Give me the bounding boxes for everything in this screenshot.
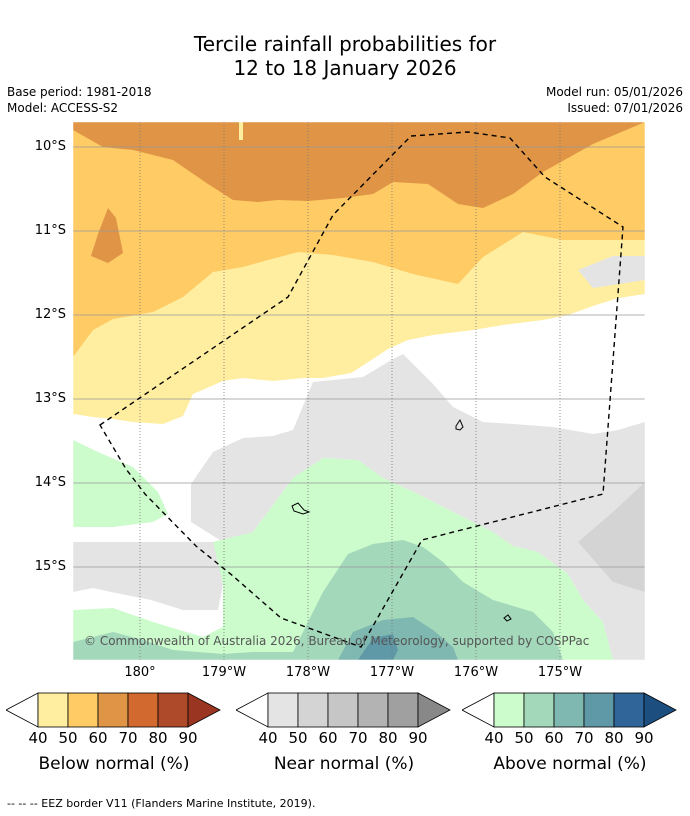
colorbar-above-tick-50: 50	[514, 729, 534, 747]
colorbar-near-cell-70	[357, 692, 389, 728]
above-50-region	[73, 540, 563, 660]
colorbar-above-min-arrow	[462, 692, 495, 728]
colorbar-above-max-arrow	[643, 692, 677, 728]
colorbar-below-tick-50: 50	[58, 729, 78, 747]
probability-map	[73, 122, 645, 660]
colorbar-below-tick-70: 70	[118, 729, 138, 747]
lon-label-177w: 177°W	[369, 665, 415, 680]
colorbar-near-tick-60: 60	[318, 729, 338, 747]
colorbar-above-tick-80: 80	[604, 729, 624, 747]
issued-date: Issued: 07/01/2026	[567, 101, 683, 115]
above-40-region-west	[73, 440, 168, 527]
lat-label-11s: 11°S	[34, 223, 66, 238]
colorbar-near-tick-50: 50	[288, 729, 308, 747]
colorbar-near-cell-60	[327, 692, 359, 728]
colorbar-below-cell-50	[67, 692, 99, 728]
lat-label-15s: 15°S	[34, 559, 66, 574]
colorbar-below-label: Below normal (%)	[38, 754, 190, 774]
lon-label-179w: 179°W	[201, 665, 247, 680]
lon-label-176w: 176°W	[453, 665, 499, 680]
colorbar-below-tick-40: 40	[28, 729, 48, 747]
colorbar-above-tick-90: 90	[634, 729, 654, 747]
colorbar-near-tick-70: 70	[348, 729, 368, 747]
colorbar-below-cell-40	[37, 692, 69, 728]
colorbar-above-cell-80	[613, 692, 645, 728]
eez-footnote: -- -- -- EEZ border V11 (Flanders Marine…	[7, 797, 316, 810]
below-40-streak	[239, 122, 243, 140]
colorbar-above-label: Above normal (%)	[493, 754, 647, 774]
base-period: Base period: 1981-2018	[7, 85, 152, 99]
island-south	[503, 614, 512, 622]
colorbar-above-cell-70	[583, 692, 615, 728]
colorbar-below	[6, 692, 221, 728]
colorbar-near-max-arrow	[417, 692, 451, 728]
colorbar-near-tick-80: 80	[378, 729, 398, 747]
above-70-region	[358, 634, 398, 660]
title-line-2: 12 to 18 January 2026	[233, 56, 457, 80]
colorbar-above-tick-40: 40	[484, 729, 504, 747]
colorbar-near-cell-80	[387, 692, 419, 728]
below-60-patch	[91, 208, 123, 263]
island-north	[455, 418, 464, 431]
model-run: Model run: 05/01/2026	[545, 85, 683, 99]
colorbar-above-cell-40	[493, 692, 525, 728]
lon-label-180: 180°	[124, 665, 156, 680]
title-line-1: Tercile rainfall probabilities for	[193, 32, 497, 56]
colorbar-above-cell-60	[553, 692, 585, 728]
lat-label-12s: 12°S	[34, 307, 66, 322]
colorbar-above-tick-70: 70	[574, 729, 594, 747]
lat-label-13s: 13°S	[34, 391, 66, 406]
colorbar-near-cell-50	[297, 692, 329, 728]
below-60-region	[73, 122, 645, 208]
island-central	[291, 502, 311, 515]
colorbar-below-tick-90: 90	[178, 729, 198, 747]
near-50-region-east	[578, 482, 645, 592]
lat-label-10s: 10°S	[34, 139, 66, 154]
colorbar-near	[236, 692, 451, 728]
model-name: Model: ACCESS-S2	[7, 101, 119, 115]
colorbar-near-min-arrow	[236, 692, 269, 728]
lon-label-178w: 178°W	[285, 665, 331, 680]
colorbar-near-cell-40	[267, 692, 299, 728]
map-credit: © Commonwealth of Australia 2026, Bureau…	[84, 634, 590, 648]
lon-label-175w: 175°W	[537, 665, 583, 680]
colorbar-below-min-arrow	[6, 692, 39, 728]
colorbar-below-cell-60	[97, 692, 129, 728]
near-40-region-east	[578, 256, 645, 288]
colorbar-below-tick-60: 60	[88, 729, 108, 747]
near-40-region-central	[191, 354, 645, 660]
colorbar-near-label: Near normal (%)	[273, 754, 415, 774]
colorbar-above	[462, 692, 677, 728]
lat-label-14s: 14°S	[34, 475, 66, 490]
colorbar-above-cell-50	[523, 692, 555, 728]
colorbar-below-cell-80	[157, 692, 189, 728]
colorbar-near-tick-40: 40	[258, 729, 278, 747]
colorbar-below-max-arrow	[187, 692, 221, 728]
colorbar-below-cell-70	[127, 692, 159, 728]
colorbar-near-tick-90: 90	[408, 729, 428, 747]
near-40-region-west	[73, 542, 223, 610]
colorbar-above-tick-60: 60	[544, 729, 564, 747]
colorbar-below-tick-80: 80	[148, 729, 168, 747]
